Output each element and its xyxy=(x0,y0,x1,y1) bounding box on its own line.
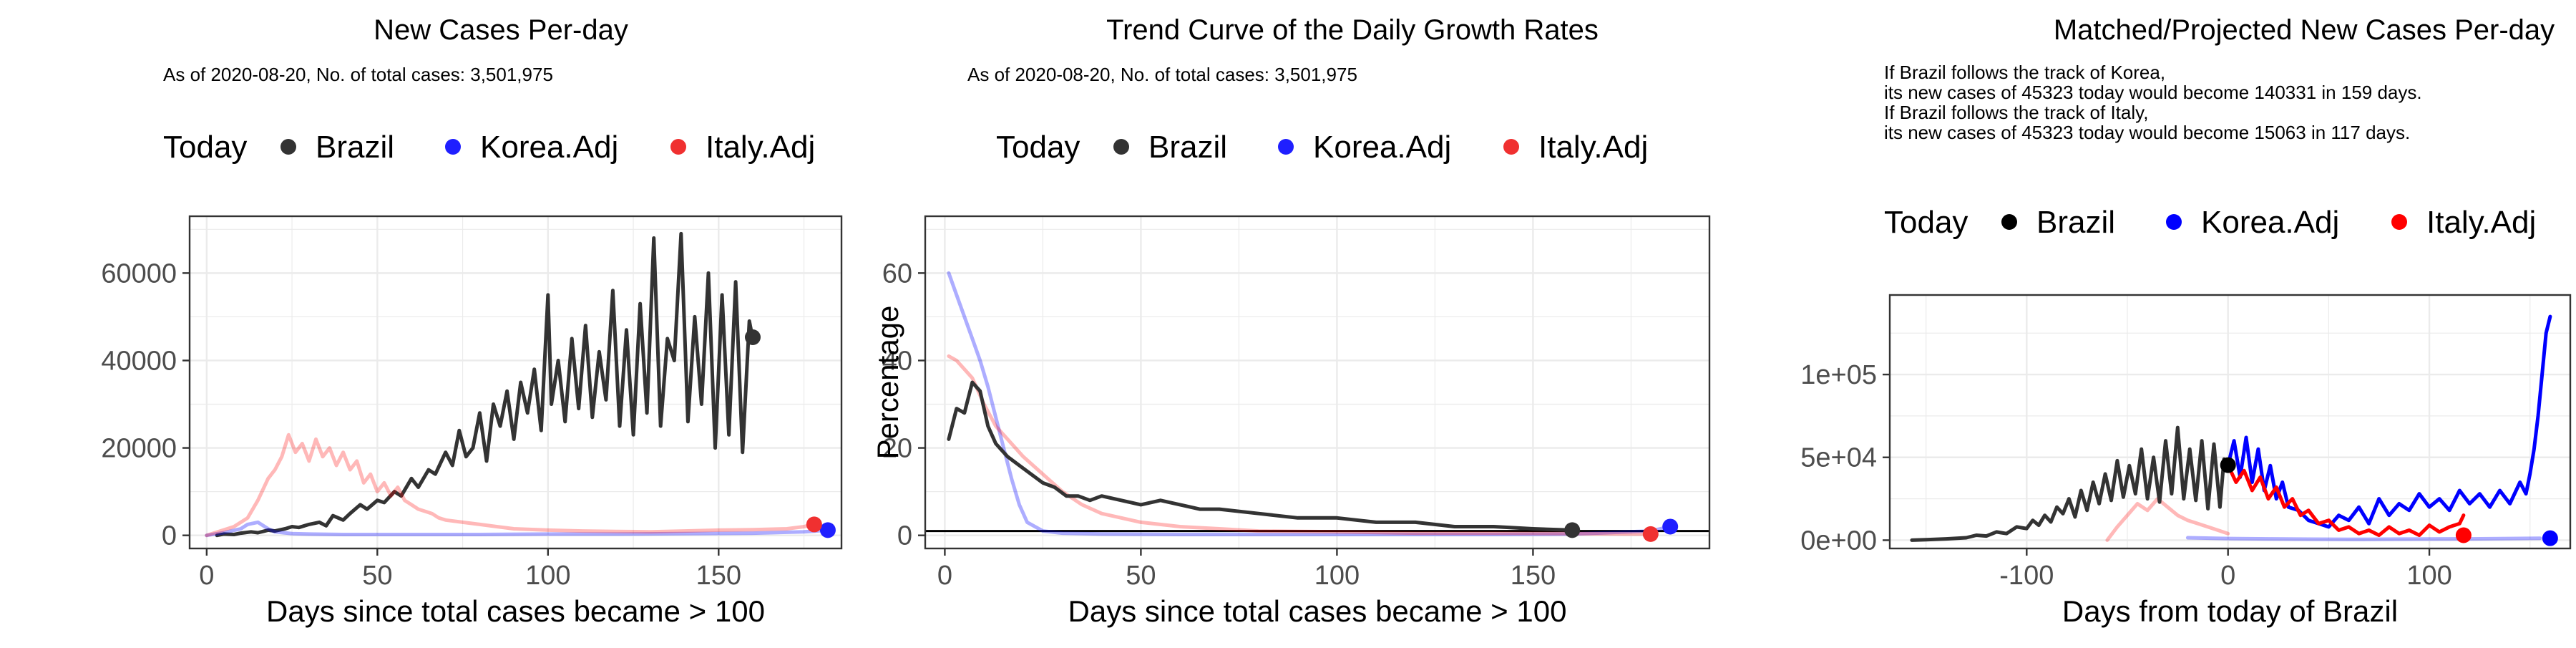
y-tick-label: 20 xyxy=(882,434,912,464)
plot-area xyxy=(190,216,841,548)
legend-key-italy-adj xyxy=(2391,214,2407,230)
panel-2: Trend Curve of the Daily Growth Rates As … xyxy=(871,14,1711,628)
legend-key-brazil xyxy=(2001,214,2017,230)
axis-ticks: 0 50 100 150 0 20000 40000 60000 xyxy=(101,258,741,591)
y-tick-label: 5e+04 xyxy=(1800,443,1877,473)
series-line-brazil xyxy=(947,380,1574,532)
today-point-korea-adj xyxy=(819,522,836,538)
plot-area xyxy=(1890,295,2570,548)
series-line-korea-adj xyxy=(205,520,830,538)
today-point-italy-adj xyxy=(1642,526,1659,542)
panel-1: New Cases Per-day As of 2020-08-20, No. o… xyxy=(101,14,843,628)
y-tick-label: 0 xyxy=(162,521,177,551)
x-tick-label: 100 xyxy=(2406,561,2451,591)
chart-title: New Cases Per-day xyxy=(374,14,628,46)
today-point-korea-adj xyxy=(2542,530,2558,546)
x-axis-title: Days from today of Brazil xyxy=(2062,594,2398,628)
legend-title: Today xyxy=(163,130,247,165)
y-tick-label: 0e+00 xyxy=(1800,526,1877,556)
legend: Today Brazil Korea.Adj Italy.Adj xyxy=(1884,205,2536,240)
axis-ticks: -100 0 100 0e+00 5e+04 1e+05 xyxy=(1800,360,2451,591)
x-tick-label: 150 xyxy=(696,561,741,591)
chart-subtitle: its new cases of 45323 today would becom… xyxy=(1884,82,2422,103)
series-line-korea-adj xyxy=(947,271,1672,536)
series-line-italy-adj xyxy=(205,432,816,538)
plot-border xyxy=(924,215,1711,550)
legend: Today Brazil Korea.Adj Italy.Adj xyxy=(163,130,815,165)
today-point-brazil xyxy=(744,329,761,345)
axis-ticks: 0 50 100 150 0 20 40 60 xyxy=(882,258,1556,591)
y-tick-label: 40 xyxy=(882,346,912,376)
x-axis-title: Days since total cases became > 100 xyxy=(1068,594,1567,628)
y-tick-label: 20000 xyxy=(101,434,177,464)
today-point-korea-adj xyxy=(1662,518,1679,535)
today-point-brazil xyxy=(2220,457,2236,473)
legend-label: Korea.Adj xyxy=(480,130,618,165)
panel-3: Matched/Projected New Cases Per-day If Br… xyxy=(1800,14,2572,628)
x-axis-title: Days since total cases became > 100 xyxy=(266,594,765,628)
x-tick-label: 0 xyxy=(2220,561,2235,591)
legend-label: Italy.Adj xyxy=(1538,130,1648,165)
legend-title: Today xyxy=(1884,205,1968,240)
legend-label: Brazil xyxy=(2036,205,2115,240)
x-tick-label: 100 xyxy=(1314,561,1360,591)
x-tick-label: -100 xyxy=(1999,561,2054,591)
series-line-brazil xyxy=(1910,425,2230,542)
legend-key-italy-adj xyxy=(1503,139,1519,155)
series-line-italy-adj xyxy=(2226,463,2466,537)
series-line-korea-adj xyxy=(2185,536,2542,541)
y-axis-title: Percentage xyxy=(871,306,904,460)
chart-subtitle: its new cases of 45323 today would becom… xyxy=(1884,122,2410,143)
legend: Today Brazil Korea.Adj Italy.Adj xyxy=(996,130,1648,165)
chart-subtitle: If Brazil follows the track of Korea, xyxy=(1884,62,2165,83)
legend-key-italy-adj xyxy=(670,139,686,155)
x-tick-label: 150 xyxy=(1511,561,1556,591)
legend-label: Italy.Adj xyxy=(706,130,815,165)
chart-title: Matched/Projected New Cases Per-day xyxy=(2054,14,2555,46)
legend-label: Korea.Adj xyxy=(1313,130,1451,165)
legend-key-korea-adj xyxy=(445,139,461,155)
legend-label: Korea.Adj xyxy=(2201,205,2339,240)
y-tick-label: 0 xyxy=(897,521,912,551)
y-tick-label: 40000 xyxy=(101,346,177,376)
series-line-brazil xyxy=(215,231,758,538)
legend-label: Brazil xyxy=(1148,130,1227,165)
y-tick-label: 60 xyxy=(882,258,912,289)
legend-title: Today xyxy=(996,130,1080,165)
x-tick-label: 0 xyxy=(937,561,952,591)
plot-area xyxy=(925,216,1709,548)
plot-border xyxy=(1888,294,2572,550)
today-point-italy-adj xyxy=(806,516,822,533)
chart-subtitle: As of 2020-08-20, No. of total cases: 3,… xyxy=(967,64,1357,85)
series-line-korea-adj xyxy=(2226,314,2552,529)
x-tick-label: 50 xyxy=(362,561,392,591)
series-line-italy-adj xyxy=(2105,497,2230,542)
legend-key-brazil xyxy=(1113,139,1129,155)
chart-subtitle: If Brazil follows the track of Italy, xyxy=(1884,102,2148,123)
legend-key-korea-adj xyxy=(1278,139,1294,155)
plot-border xyxy=(188,215,843,550)
series-group xyxy=(947,271,1672,536)
series-group xyxy=(205,231,830,538)
x-tick-label: 100 xyxy=(525,561,570,591)
legend-label: Italy.Adj xyxy=(2426,205,2536,240)
chart-subtitle: As of 2020-08-20, No. of total cases: 3,… xyxy=(163,64,553,85)
y-tick-label: 60000 xyxy=(101,258,177,289)
x-tick-label: 0 xyxy=(199,561,214,591)
y-tick-label: 1e+05 xyxy=(1800,360,1877,390)
legend-key-brazil xyxy=(280,139,296,155)
today-point-brazil xyxy=(1564,522,1581,538)
legend-key-korea-adj xyxy=(2166,214,2182,230)
chart-title: Trend Curve of the Daily Growth Rates xyxy=(1106,14,1599,46)
x-tick-label: 50 xyxy=(1126,561,1156,591)
today-point-italy-adj xyxy=(2455,527,2472,543)
legend-label: Brazil xyxy=(316,130,394,165)
series-group xyxy=(1910,314,2552,542)
grid xyxy=(925,216,1709,548)
